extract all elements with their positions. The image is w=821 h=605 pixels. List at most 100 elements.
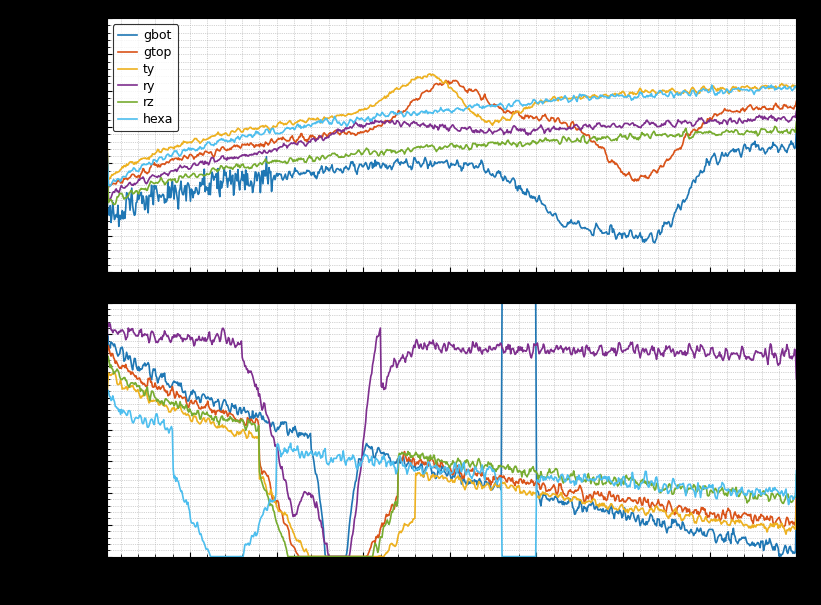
gbot (521, 189, 530, 196)
rz (626, 130, 635, 137)
gbot (697, 531, 707, 538)
hexa (105, 183, 115, 190)
ty (424, 70, 434, 77)
gbot (504, 299, 514, 306)
gbot (144, 361, 154, 368)
ry (503, 129, 513, 136)
gtop (626, 497, 636, 504)
ry (542, 126, 552, 133)
hexa (626, 94, 635, 102)
ty (102, 397, 112, 404)
ry (522, 345, 532, 353)
ty (145, 153, 155, 160)
gbot (791, 126, 801, 133)
gtop (543, 116, 553, 123)
gtop (104, 183, 114, 191)
gtop (102, 371, 112, 379)
rz (102, 145, 112, 152)
ty (304, 553, 314, 560)
rz (145, 397, 155, 404)
rz (791, 119, 801, 126)
gbot (502, 178, 512, 185)
ty (791, 501, 801, 508)
Line: rz: rz (107, 122, 796, 204)
gtop (145, 165, 155, 172)
gbot (626, 509, 636, 517)
hexa (542, 97, 552, 105)
hexa (103, 387, 112, 394)
gtop (697, 506, 707, 513)
ry (626, 120, 635, 128)
Line: gbot: gbot (107, 302, 796, 557)
hexa (543, 473, 553, 480)
gtop (522, 112, 532, 119)
gbot (522, 299, 532, 306)
gbot (498, 299, 507, 306)
ty (543, 491, 553, 498)
ty (522, 105, 532, 112)
hexa (522, 553, 532, 560)
gtop (504, 474, 514, 482)
gtop (102, 136, 112, 143)
ry (104, 197, 114, 204)
gbot (625, 227, 635, 234)
hexa (102, 396, 112, 404)
ry (102, 355, 112, 362)
gtop (791, 491, 801, 498)
ty (504, 485, 514, 492)
ry (145, 336, 155, 344)
hexa (696, 87, 706, 94)
rz (503, 137, 513, 144)
rz (542, 137, 552, 144)
gtop (626, 175, 636, 182)
ty (543, 97, 553, 105)
ry (323, 553, 333, 560)
rz (697, 486, 707, 493)
rz (102, 378, 112, 385)
gtop (441, 77, 451, 84)
ty (504, 116, 514, 123)
ty (109, 368, 119, 376)
Line: gtop: gtop (107, 345, 796, 557)
gbot (650, 239, 660, 246)
rz (521, 140, 531, 147)
gbot (541, 205, 551, 212)
rz (283, 553, 293, 560)
hexa (626, 476, 636, 483)
hexa (503, 101, 513, 108)
hexa (707, 82, 717, 89)
ty (102, 131, 112, 138)
Line: ty: ty (107, 372, 796, 557)
ry (791, 375, 801, 382)
gbot (696, 168, 706, 175)
rz (504, 466, 514, 473)
rz (103, 352, 112, 359)
Line: ry: ry (107, 111, 796, 201)
gtop (103, 342, 112, 349)
ty (145, 398, 155, 405)
rz (543, 469, 553, 476)
Line: ry: ry (107, 323, 796, 557)
hexa (206, 553, 216, 560)
gtop (791, 98, 801, 105)
gbot (144, 192, 154, 199)
gtop (697, 121, 707, 128)
ty (103, 175, 113, 183)
gtop (543, 488, 553, 495)
gbot (543, 496, 553, 503)
ry (791, 108, 801, 115)
Legend: gbot, gtop, ty, ry, rz, hexa: gbot, gtop, ty, ry, rz, hexa (113, 24, 178, 131)
gtop (504, 108, 514, 115)
gbot (102, 166, 112, 174)
hexa (791, 467, 801, 474)
hexa (521, 101, 531, 108)
ry (504, 345, 514, 353)
rz (108, 201, 118, 208)
ty (697, 518, 707, 525)
gtop (294, 553, 304, 560)
ry (696, 114, 706, 122)
rz (522, 473, 532, 480)
ty (697, 84, 707, 91)
gbot (321, 553, 331, 560)
Line: gbot: gbot (107, 129, 796, 243)
